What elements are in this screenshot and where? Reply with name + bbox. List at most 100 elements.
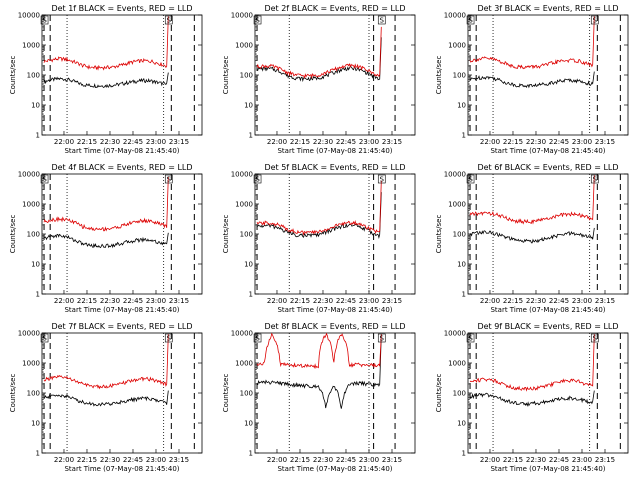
event-marker-box: [164, 174, 173, 184]
panel-title: Det 4f BLACK = Events, RED = LLD: [51, 163, 192, 172]
event-marker-label: S: [255, 17, 260, 25]
y-tick-label: 10: [244, 102, 253, 110]
event-marker-label: S: [42, 335, 47, 343]
detector-panel-8: Det 8f BLACK = Events, RED = LLD 1 10 100 10…: [222, 322, 416, 473]
y-tick-label: 10: [31, 261, 40, 269]
x-axis-label: Start Time (07-May-08 21:45:40): [277, 465, 392, 473]
event-marker-label: S: [593, 17, 598, 25]
y-tick-label: 10: [457, 102, 466, 110]
x-tick-label: 23:00: [359, 297, 379, 305]
y-axis-label: Counts/sec: [435, 374, 443, 413]
detector-panel-6: Det 6f BLACK = Events, RED = LLD 1 10 100 10…: [435, 163, 629, 314]
x-tick-label: 22:00: [267, 138, 287, 146]
x-axis-label: Start Time (07-May-08 21:45:40): [64, 465, 179, 473]
x-tick-label: 22:45: [549, 138, 569, 146]
y-tick-label: 1: [462, 291, 466, 299]
x-tick-label: 23:00: [572, 138, 592, 146]
y-axis-label: Counts/sec: [9, 215, 17, 254]
x-tick-label: 23:15: [595, 138, 615, 146]
y-axis-label: Counts/sec: [222, 374, 230, 413]
x-tick-label: 22:00: [54, 456, 74, 464]
x-tick-label: 23:15: [382, 138, 402, 146]
plot-frame: [467, 332, 629, 454]
y-axis-label: Counts/sec: [222, 215, 230, 254]
x-tick-label: 23:00: [359, 456, 379, 464]
x-tick-label: 22:15: [290, 297, 310, 305]
event-marker-label: S: [593, 176, 598, 184]
y-tick-label: 10000: [444, 171, 466, 179]
events-series-line: [469, 71, 595, 89]
x-tick-label: 22:30: [100, 297, 120, 305]
y-tick-label: 1: [249, 291, 253, 299]
x-tick-label: 22:30: [526, 456, 546, 464]
y-tick-label: 1000: [235, 201, 253, 209]
y-axis-label: Counts/sec: [222, 56, 230, 95]
y-tick-label: 100: [240, 231, 253, 239]
y-tick-label: 10000: [231, 12, 253, 20]
event-marker-label: S: [380, 335, 385, 343]
x-tick-label: 23:15: [169, 456, 189, 464]
y-tick-label: 1000: [448, 201, 466, 209]
y-tick-label: 10: [244, 420, 253, 428]
event-marker-box: [164, 15, 173, 25]
events-series-line: [43, 72, 169, 89]
y-tick-label: 10: [31, 102, 40, 110]
lld-series-line: [469, 334, 595, 392]
event-marker-label: S: [468, 335, 473, 343]
y-tick-label: 10000: [444, 12, 466, 20]
lld-series-line: [43, 176, 169, 232]
x-axis-label: Start Time (07-May-08 21:45:40): [490, 306, 605, 314]
x-tick-label: 22:45: [336, 456, 356, 464]
x-tick-label: 23:15: [382, 456, 402, 464]
event-marker-label: S: [167, 176, 172, 184]
y-tick-label: 100: [27, 72, 40, 80]
event-marker-box: [590, 333, 599, 343]
y-tick-label: 1: [462, 450, 466, 458]
y-tick-label: 100: [453, 72, 466, 80]
x-axis-label: Start Time (07-May-08 21:45:40): [64, 306, 179, 314]
detector-panel-9: Det 9f BLACK = Events, RED = LLD 1 10 100 10…: [435, 322, 629, 473]
event-marker-label: S: [167, 17, 172, 25]
x-tick-label: 22:45: [123, 456, 143, 464]
x-tick-label: 23:00: [146, 456, 166, 464]
y-tick-label: 1: [36, 291, 40, 299]
events-series-line: [43, 390, 169, 407]
x-axis-label: Start Time (07-May-08 21:45:40): [490, 147, 605, 155]
y-axis-label: Counts/sec: [435, 56, 443, 95]
event-marker-label: S: [593, 335, 598, 343]
lld-series-line: [43, 16, 169, 71]
y-tick-label: 1000: [22, 360, 40, 368]
x-tick-label: 22:45: [336, 138, 356, 146]
event-marker-label: S: [42, 17, 47, 25]
x-tick-label: 22:00: [480, 297, 500, 305]
event-marker-box: [466, 15, 475, 25]
x-axis-label: Start Time (07-May-08 21:45:40): [277, 147, 392, 155]
event-marker-box: [590, 174, 599, 184]
panel-title: Det 8f BLACK = Events, RED = LLD: [264, 322, 405, 331]
x-tick-label: 22:00: [267, 297, 287, 305]
event-marker-box: [590, 15, 599, 25]
y-tick-label: 1: [249, 450, 253, 458]
plot-frame: [41, 332, 203, 454]
y-tick-label: 10: [457, 261, 466, 269]
detector-panel-4: Det 4f BLACK = Events, RED = LLD 1 10 100 10…: [9, 163, 203, 314]
x-tick-label: 22:00: [54, 297, 74, 305]
panel-title: Det 5f BLACK = Events, RED = LLD: [264, 163, 405, 172]
plot-frame: [254, 14, 416, 136]
y-tick-label: 1000: [22, 42, 40, 50]
event-marker-box: [253, 333, 262, 343]
x-tick-label: 22:15: [290, 456, 310, 464]
events-series-line: [256, 334, 382, 409]
panel-title: Det 6f BLACK = Events, RED = LLD: [477, 163, 618, 172]
y-tick-label: 10000: [18, 12, 40, 20]
x-tick-label: 22:15: [503, 456, 523, 464]
events-series-line: [43, 232, 169, 249]
x-tick-label: 22:00: [54, 138, 74, 146]
event-marker-box: [377, 333, 386, 343]
y-tick-label: 100: [27, 231, 40, 239]
lld-series-line: [43, 334, 169, 390]
event-marker-box: [40, 15, 49, 25]
x-axis-label: Start Time (07-May-08 21:45:40): [277, 306, 392, 314]
event-marker-box: [253, 174, 262, 184]
event-marker-box: [164, 333, 173, 343]
